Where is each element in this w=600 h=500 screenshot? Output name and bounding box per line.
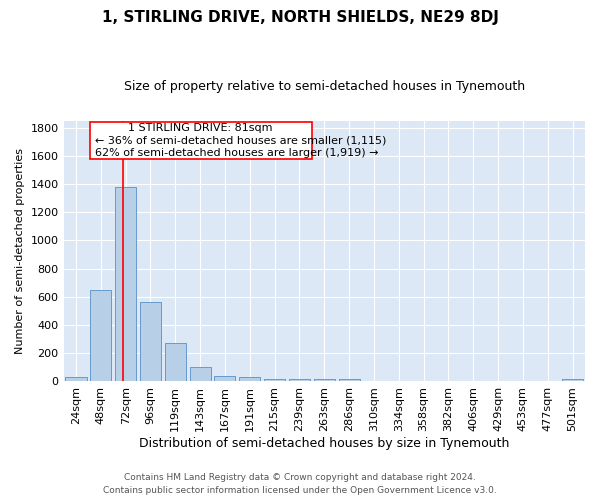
Bar — [364, 381, 385, 382]
Text: ← 36% of semi-detached houses are smaller (1,115): ← 36% of semi-detached houses are smalle… — [95, 136, 386, 145]
Text: 62% of semi-detached houses are larger (1,919) →: 62% of semi-detached houses are larger (… — [95, 148, 378, 158]
Bar — [115, 187, 136, 382]
Bar — [214, 376, 235, 382]
FancyBboxPatch shape — [89, 122, 312, 158]
Bar — [239, 377, 260, 382]
Bar — [562, 378, 583, 382]
Y-axis label: Number of semi-detached properties: Number of semi-detached properties — [15, 148, 25, 354]
Text: Contains HM Land Registry data © Crown copyright and database right 2024.
Contai: Contains HM Land Registry data © Crown c… — [103, 474, 497, 495]
Bar — [65, 376, 86, 382]
Title: Size of property relative to semi-detached houses in Tynemouth: Size of property relative to semi-detach… — [124, 80, 525, 93]
X-axis label: Distribution of semi-detached houses by size in Tynemouth: Distribution of semi-detached houses by … — [139, 437, 509, 450]
Text: 1 STIRLING DRIVE: 81sqm: 1 STIRLING DRIVE: 81sqm — [128, 123, 273, 133]
Bar — [140, 302, 161, 382]
Text: 1, STIRLING DRIVE, NORTH SHIELDS, NE29 8DJ: 1, STIRLING DRIVE, NORTH SHIELDS, NE29 8… — [101, 10, 499, 25]
Bar — [165, 344, 186, 382]
Bar — [338, 378, 359, 382]
Bar — [264, 378, 285, 382]
Bar — [190, 368, 211, 382]
Bar — [314, 380, 335, 382]
Bar — [90, 290, 112, 382]
Bar — [289, 380, 310, 382]
